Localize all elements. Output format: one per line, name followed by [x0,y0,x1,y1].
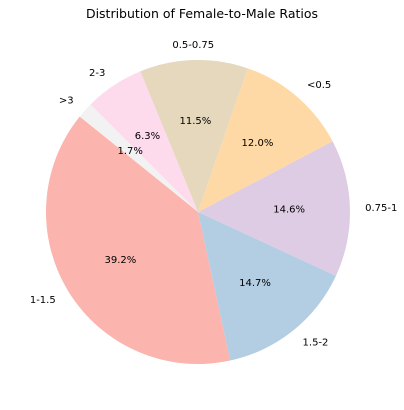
pct-label-0-75-1: 14.6% [273,205,305,216]
pct-label-0-5-0-75: 11.5% [180,116,212,127]
pct-label-1-1-5: 39.2% [104,255,136,266]
category-label-2-3: 2-3 [89,68,105,79]
category-label-gt3: >3 [59,95,74,106]
category-label-lt0-5: <0.5 [307,80,331,91]
category-label-1-1-5: 1-1.5 [30,295,56,306]
category-label-0-5-0-75: 0.5-0.75 [172,40,214,51]
pct-label-gt3: 1.7% [117,146,142,157]
category-label-0-75-1: 0.75-1 [365,203,397,214]
pct-label-lt0-5: 12.0% [242,138,274,149]
pct-label-2-3: 6.3% [135,131,160,142]
category-label-1-5-2: 1.5-2 [303,337,329,348]
pct-label-1-5-2: 14.7% [239,278,271,289]
